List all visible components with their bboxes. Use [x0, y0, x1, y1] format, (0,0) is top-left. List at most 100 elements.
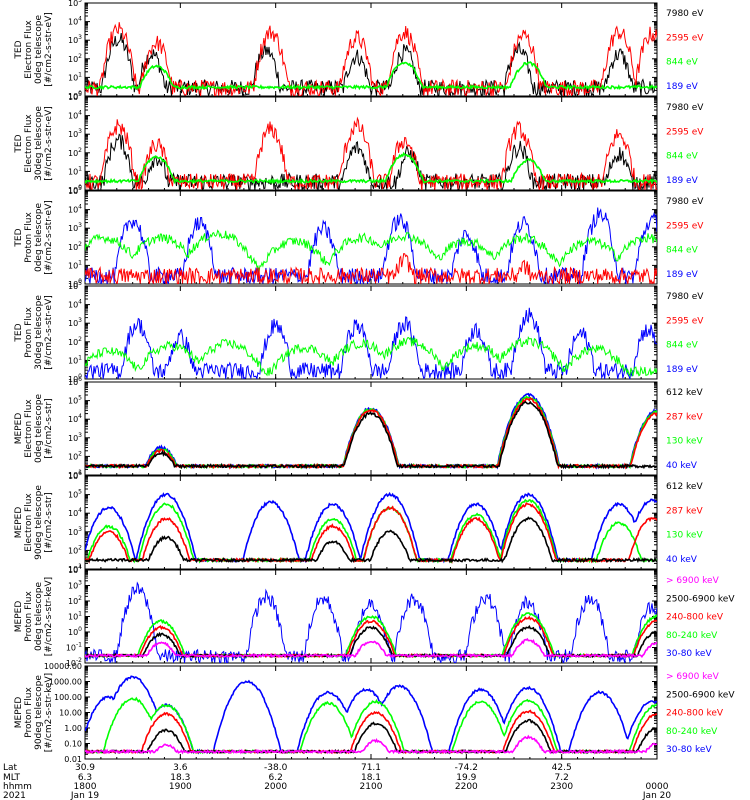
series-line-287-keV — [85, 501, 657, 564]
y-tick-label: 102 — [68, 595, 82, 606]
plot-area — [85, 581, 657, 663]
axis-row-value: -38.0 — [264, 763, 288, 773]
y-tick-exponent: 1 — [78, 71, 82, 78]
series-line-612-keV — [85, 516, 657, 564]
y-tick-label: 103 — [68, 128, 82, 139]
y-tick-label: 0.10 — [64, 740, 82, 749]
plot-area — [85, 116, 657, 190]
y-axis-label-line: Electron Flux — [24, 399, 34, 458]
y-tick-exponent: 1 — [78, 469, 82, 476]
y-tick-label: 103 — [68, 317, 82, 328]
y-tick-exponent: 3 — [78, 34, 82, 41]
legend-entry: 2500-6900 keV — [666, 594, 735, 604]
y-axis-label-line: MEPED — [14, 507, 24, 539]
legend-entry: 612 keV — [666, 482, 703, 492]
legend-entry: 612 keV — [666, 388, 703, 398]
y-axis-label-line: MEPED — [14, 413, 24, 445]
y-tick-label: 105 — [68, 489, 82, 500]
y-tick-label: 101 — [68, 469, 82, 480]
series-line-80-240-keV — [85, 612, 657, 659]
series-line-2500-6900-keV — [85, 718, 657, 755]
plot-area — [85, 675, 657, 755]
y-axis-label: TEDElectron Flux30deg telescope[#/cm2-s-… — [14, 106, 54, 181]
y-tick-label: 105 — [68, 185, 82, 196]
y-tick-label: 103 — [68, 526, 82, 537]
legend-entry: 189 eV — [666, 365, 699, 375]
legend-entry: 30-80 keV — [666, 745, 712, 755]
y-tick-exponent: 2 — [78, 147, 82, 154]
y-axis-label-line: [#/cm2-s-str] — [44, 492, 54, 552]
y-tick-exponent: 0 — [78, 184, 82, 191]
y-tick-exponent: 1 — [78, 165, 82, 172]
axis-row-value: 0000 — [646, 782, 669, 792]
y-tick-label: 106 — [68, 470, 82, 481]
y-tick-exponent: 2 — [78, 53, 82, 60]
y-axis-label-line: Proton Flux — [24, 687, 34, 738]
y-tick-label: 103 — [68, 580, 82, 591]
y-axis-label-line: 30deg telescope — [34, 295, 44, 370]
axis-row-value: 6.2 — [269, 773, 283, 783]
axis-row-value: 71.1 — [361, 763, 381, 773]
y-axis-label-line: [#/cm2-s-str] — [44, 398, 54, 458]
legend-entry: 2595 eV — [666, 316, 704, 326]
legend-entry: > 6900 keV — [666, 672, 720, 682]
y-tick-exponent: 0 — [78, 626, 82, 633]
y-tick-label: 100 — [68, 184, 82, 195]
y-axis-label-line: Proton Flux — [24, 591, 34, 642]
y-axis-label-line: MEPED — [14, 601, 24, 633]
y-tick-label: 10-2 — [66, 657, 82, 668]
y-tick-label: 105 — [68, 91, 82, 102]
y-tick-label: 100 — [68, 373, 82, 384]
legend-entry: > 6900 keV — [666, 576, 720, 586]
axis-row-value: Jan 20 — [642, 791, 671, 800]
y-tick-label: 101 — [68, 71, 82, 82]
y-tick-exponent: 5 — [78, 0, 82, 4]
axis-row-value: -74.2 — [455, 763, 478, 773]
axis-row-value: 42.5 — [552, 763, 572, 773]
axis-row-value: 6.3 — [78, 773, 92, 783]
y-tick-label: 104 — [68, 564, 82, 575]
axis-row-value: 2100 — [360, 782, 383, 792]
y-axis-label-line: [#/cm2-s-str-eV] — [44, 106, 54, 181]
y-tick-exponent: 1 — [78, 611, 82, 618]
y-tick-exponent: 1 — [78, 354, 82, 361]
legend-entry: 2500-6900 keV — [666, 690, 735, 700]
y-tick-label: 100.00 — [54, 693, 82, 702]
y-tick-exponent: 3 — [78, 526, 82, 533]
y-tick-exponent: 0 — [78, 278, 82, 285]
y-tick-label: 106 — [68, 376, 82, 387]
y-tick-label: 104 — [68, 16, 82, 27]
series-line--6900-keV — [85, 734, 657, 755]
y-axis-label-line: 0deg telescope — [34, 15, 44, 85]
legend-entry: 240-800 keV — [666, 709, 724, 719]
axis-row-label: MLT — [3, 773, 21, 783]
y-tick-exponent: 3 — [78, 432, 82, 439]
y-axis-label-line: TED — [14, 323, 24, 342]
y-tick-label: 10.00 — [59, 709, 82, 718]
legend-entry: 844 eV — [666, 246, 699, 256]
legend-entry: 2595 eV — [666, 221, 704, 231]
axis-row-value: Jan 19 — [70, 791, 99, 800]
y-tick-exponent: 3 — [78, 317, 82, 324]
y-tick-label: 103 — [68, 34, 82, 45]
y-tick-label: 104 — [68, 204, 82, 215]
y-tick-label: 103 — [68, 222, 82, 233]
legend-entry: 7980 eV — [666, 9, 704, 19]
y-tick-exponent: 2 — [78, 450, 82, 457]
y-tick-exponent: 5 — [78, 280, 82, 287]
axis-row-value: 1800 — [74, 782, 97, 792]
legend-entry: 130 keV — [666, 531, 703, 541]
y-tick-label: 102 — [68, 336, 82, 347]
y-axis-label-line: TED — [14, 40, 24, 59]
axis-row-label: Lat — [3, 763, 18, 773]
axis-row-value: 2000 — [264, 782, 287, 792]
y-tick-label: 104 — [68, 110, 82, 121]
y-tick-label: 100 — [68, 278, 82, 289]
y-tick-label: 105 — [68, 280, 82, 291]
y-tick-exponent: 4 — [78, 299, 82, 306]
